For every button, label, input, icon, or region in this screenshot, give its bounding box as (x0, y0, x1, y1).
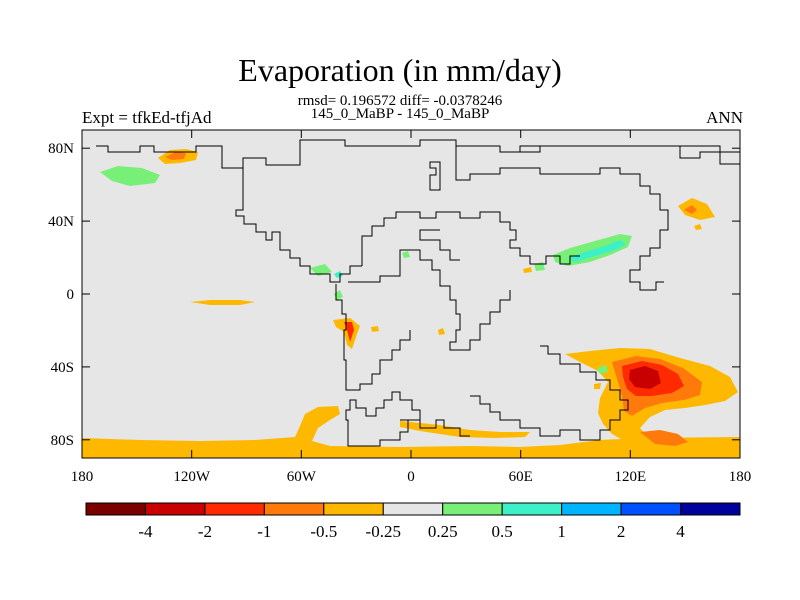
orange-speck-3 (523, 267, 532, 273)
arctic-island (429, 161, 441, 191)
northeast-pacific-orange (678, 198, 715, 220)
map-title: Evaporation (in mm/day) (238, 52, 562, 88)
colorbar-swatch (680, 502, 741, 516)
orange-speck-4 (594, 383, 601, 389)
lon-tick-label: 60W (287, 469, 317, 485)
colorbar-label: 4 (676, 522, 685, 541)
antarctica-rise (400, 419, 470, 437)
mediterranean-region (419, 229, 460, 261)
southeast-indian-ocean-core (629, 366, 661, 389)
season-label: ANN (706, 108, 743, 127)
colorbar-swatch (442, 502, 503, 516)
south-america-west (335, 284, 411, 391)
lat-tick-label: 80N (48, 141, 74, 157)
orange-speck-1 (438, 328, 445, 335)
antarctica-peninsula (345, 391, 421, 447)
lon-tick-label: 60E (509, 469, 533, 485)
green-speck-1 (310, 264, 332, 276)
lon-tick-label: 180 (71, 469, 94, 485)
lon-tick-label: 180 (729, 469, 752, 485)
southern-ocean-band (82, 406, 740, 458)
lat-tick-label: 40N (48, 214, 74, 230)
orange-speck-5 (694, 224, 702, 230)
colorbar-label: 1 (557, 522, 566, 541)
lon-tick-label: 0 (407, 469, 415, 485)
colorbar-swatch (144, 502, 206, 516)
lat-tick-label: 80S (51, 433, 74, 449)
colorbar-label: 0.25 (428, 522, 458, 541)
north-coastline (96, 139, 740, 169)
continent-outlines (96, 139, 740, 447)
lon-tick-label: 120E (614, 469, 646, 485)
case-line: 145_0_MaBP - 145_0_MaBP (310, 106, 490, 122)
africa-south-america-block (348, 249, 511, 351)
colorbar-label: -4 (138, 522, 153, 541)
colorbar: -4 -2 -1 -0.5 -0.25 0.25 0.5 1 2 4 (85, 502, 741, 541)
colorbar-swatch (204, 502, 265, 516)
colorbar-label: -0.25 (366, 522, 401, 541)
axis-ticks (81, 130, 741, 458)
experiment-label: Expt = tfkEd-tfjAd (82, 108, 212, 127)
green-speck-4 (597, 365, 608, 374)
arctic-patch-inner (165, 152, 186, 160)
lat-tick-label: 0 (67, 287, 75, 303)
north-pacific-green (100, 166, 160, 186)
colorbar-swatch (620, 502, 682, 516)
green-speck-3 (402, 251, 410, 258)
asia-teal-band (568, 240, 626, 262)
small-arctic-island (519, 145, 541, 153)
colorbar-label: 0.5 (492, 522, 513, 541)
lon-tick-label: 120W (173, 469, 211, 485)
colorbar-swatch (85, 502, 146, 516)
east-asia-islands (679, 146, 740, 165)
colorbar-swatch (382, 502, 444, 516)
equatorial-pacific-streak (190, 300, 255, 305)
north-america-east (361, 211, 580, 266)
colorbar-swatch (263, 502, 325, 516)
north-america-west (235, 168, 362, 283)
stats-line: rmsd= 0.196572 diff= -0.0378246 (297, 93, 503, 109)
southeast-indian-ocean-lower-tongue (640, 430, 688, 446)
east-asia-coast (455, 146, 669, 291)
south-pacific-plume (400, 421, 530, 438)
northeast-pacific-orange-inner (684, 205, 697, 214)
south-america-orange (333, 318, 360, 349)
colorbar-swatch (501, 502, 563, 516)
colorbar-label: -0.5 (310, 522, 337, 541)
colorbar-label: -1 (257, 522, 271, 541)
colorbar-label: 2 (617, 522, 626, 541)
orange-speck-2 (371, 326, 379, 332)
australia-block (470, 345, 629, 441)
lat-tick-label: 40S (51, 360, 74, 376)
colorbar-label: -2 (198, 522, 212, 541)
teal-speck-1 (334, 271, 343, 278)
colorbar-swatch (323, 502, 384, 516)
colorbar-swatch (561, 502, 622, 516)
